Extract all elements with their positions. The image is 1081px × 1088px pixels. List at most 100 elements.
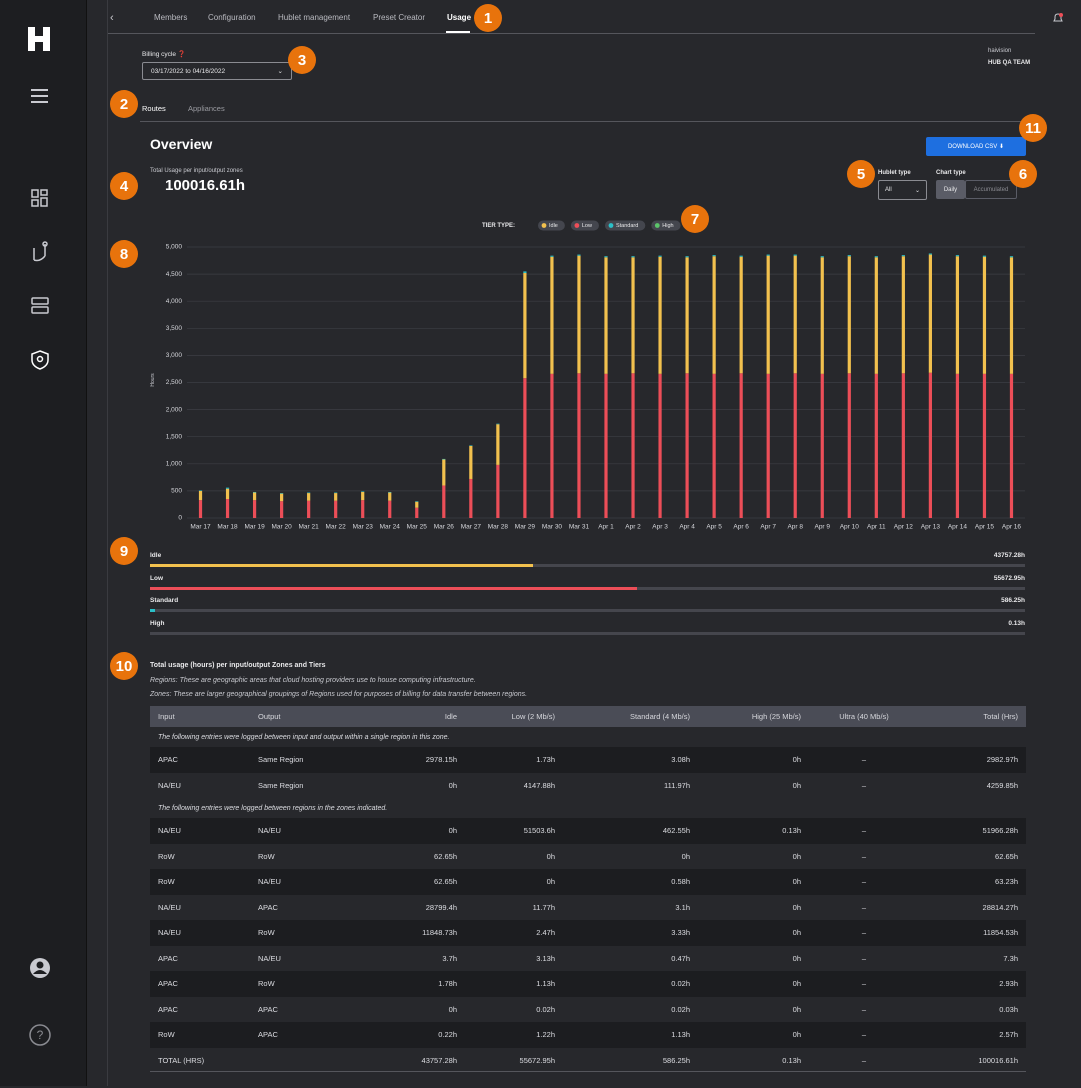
appliances-icon[interactable] — [32, 298, 48, 313]
x-tick-label: Mar 20 — [271, 524, 292, 531]
table-cell: Same Region — [250, 747, 400, 773]
bar-segment — [199, 490, 202, 491]
bar-segment — [361, 492, 364, 500]
table-cell: – — [809, 920, 919, 946]
callout-badge: 11 — [1019, 114, 1047, 142]
profile-icon[interactable] — [30, 958, 50, 978]
bar-segment — [956, 255, 959, 256]
table-cell: 1.13h — [465, 971, 563, 997]
subtab-active[interactable]: Routes — [142, 104, 166, 113]
total-cell: – — [809, 1048, 919, 1074]
total-label: TOTAL (HRS) — [150, 1048, 250, 1074]
bar-segment — [388, 493, 391, 501]
billing-select[interactable]: 03/17/2022 to 04/16/2022⌄ — [142, 62, 292, 80]
y-tick-label: 2,500 — [166, 379, 183, 386]
hublet-type-select[interactable]: All⌄ — [878, 180, 927, 200]
bar-segment — [875, 256, 878, 257]
bar-segment — [577, 255, 580, 256]
y-tick-label: 500 — [171, 488, 182, 495]
bar-segment — [388, 492, 391, 493]
x-tick-label: Mar 25 — [407, 524, 428, 531]
chart-type-daily[interactable]: Daily — [936, 180, 965, 199]
bar-segment — [550, 374, 553, 518]
bar-segment — [821, 257, 824, 374]
chart-type-accumulated[interactable]: Accumulated — [965, 180, 1017, 199]
callout-badge: 5 — [847, 160, 875, 188]
bar-segment — [415, 508, 418, 518]
help-icon[interactable]: ? — [30, 1025, 50, 1045]
legend-item[interactable]: Standard — [605, 221, 645, 231]
table-cell: 0h — [698, 946, 809, 972]
billing-label-text: Billing cycle — [142, 51, 176, 58]
bar-segment — [713, 374, 716, 518]
routes-icon[interactable] — [34, 242, 47, 261]
total-label: Total Usage per input/output zones — [150, 168, 243, 174]
table-cell: 0h — [698, 920, 809, 946]
x-tick-label: Apr 14 — [948, 524, 968, 531]
bar-segment — [767, 256, 770, 374]
y-axis-label: Hours — [150, 373, 156, 387]
bar-segment — [415, 501, 418, 502]
nav-tab[interactable]: Hublet management — [278, 13, 350, 22]
total-cell: 100016.61h — [919, 1048, 1026, 1074]
table-cell: 62.65h — [400, 844, 465, 870]
bar-segment — [848, 373, 851, 518]
nav-tab-active[interactable]: Usage — [447, 13, 471, 22]
download-csv-button[interactable]: DOWNLOAD CSV ⬇ — [926, 137, 1026, 156]
x-tick-label: Apr 8 — [787, 524, 803, 531]
x-tick-label: Apr 12 — [894, 524, 914, 531]
x-tick-label: Apr 3 — [652, 524, 668, 531]
x-tick-label: Apr 2 — [625, 524, 641, 531]
bar-segment — [523, 271, 526, 273]
table-cell: 0.02h — [563, 971, 698, 997]
x-tick-label: Mar 23 — [353, 524, 374, 531]
bar-segment — [1010, 256, 1013, 257]
bar-segment — [496, 465, 499, 518]
nav-tab[interactable]: Preset Creator — [373, 13, 425, 22]
table-cell: 3.08h — [563, 747, 698, 773]
x-tick-label: Apr 13 — [921, 524, 941, 531]
bar-segment — [280, 493, 283, 494]
table-cell: Same Region — [250, 773, 400, 799]
nav-tab[interactable]: Members — [154, 13, 187, 22]
legend-item[interactable]: High — [651, 221, 680, 231]
table-cell: 0.22h — [400, 1022, 465, 1048]
legend-label: Low — [582, 223, 592, 229]
x-tick-label: Apr 1 — [598, 524, 614, 531]
callout-badge: 1 — [474, 4, 502, 32]
subtab[interactable]: Appliances — [188, 104, 225, 113]
menu-icon[interactable] — [31, 90, 48, 102]
bar-segment — [226, 489, 229, 499]
x-tick-label: Apr 11 — [867, 524, 886, 531]
y-tick-label: 1,500 — [166, 433, 183, 440]
column-header: High (25 Mb/s) — [698, 706, 809, 727]
dashboard-icon[interactable] — [32, 190, 47, 206]
info-icon[interactable]: ❓ — [178, 51, 186, 58]
notification-icon[interactable] — [1052, 12, 1064, 24]
legend-item[interactable]: Idle — [538, 221, 565, 231]
tier-name: Standard — [150, 597, 178, 604]
callout-badge: 2 — [110, 90, 138, 118]
table-cell: 0h — [698, 773, 809, 799]
bar-segment — [983, 256, 986, 257]
table-cell: – — [809, 869, 919, 895]
table-cell: 0h — [698, 895, 809, 921]
back-button[interactable]: ‹ — [110, 12, 114, 24]
security-icon[interactable] — [32, 351, 48, 369]
legend-item[interactable]: Low — [571, 221, 599, 231]
y-tick-label: 0 — [178, 515, 182, 522]
table-cell: 28799.4h — [400, 895, 465, 921]
bar-segment — [875, 257, 878, 374]
table-cell: APAC — [150, 946, 250, 972]
nav-tab[interactable]: Configuration — [208, 13, 256, 22]
nav-rule — [108, 33, 1035, 34]
bar-segment — [334, 493, 337, 494]
x-tick-label: Mar 26 — [434, 524, 455, 531]
x-tick-label: Mar 22 — [326, 524, 347, 531]
table-cell: 2.57h — [919, 1022, 1026, 1048]
table-cell: 63.23h — [919, 869, 1026, 895]
